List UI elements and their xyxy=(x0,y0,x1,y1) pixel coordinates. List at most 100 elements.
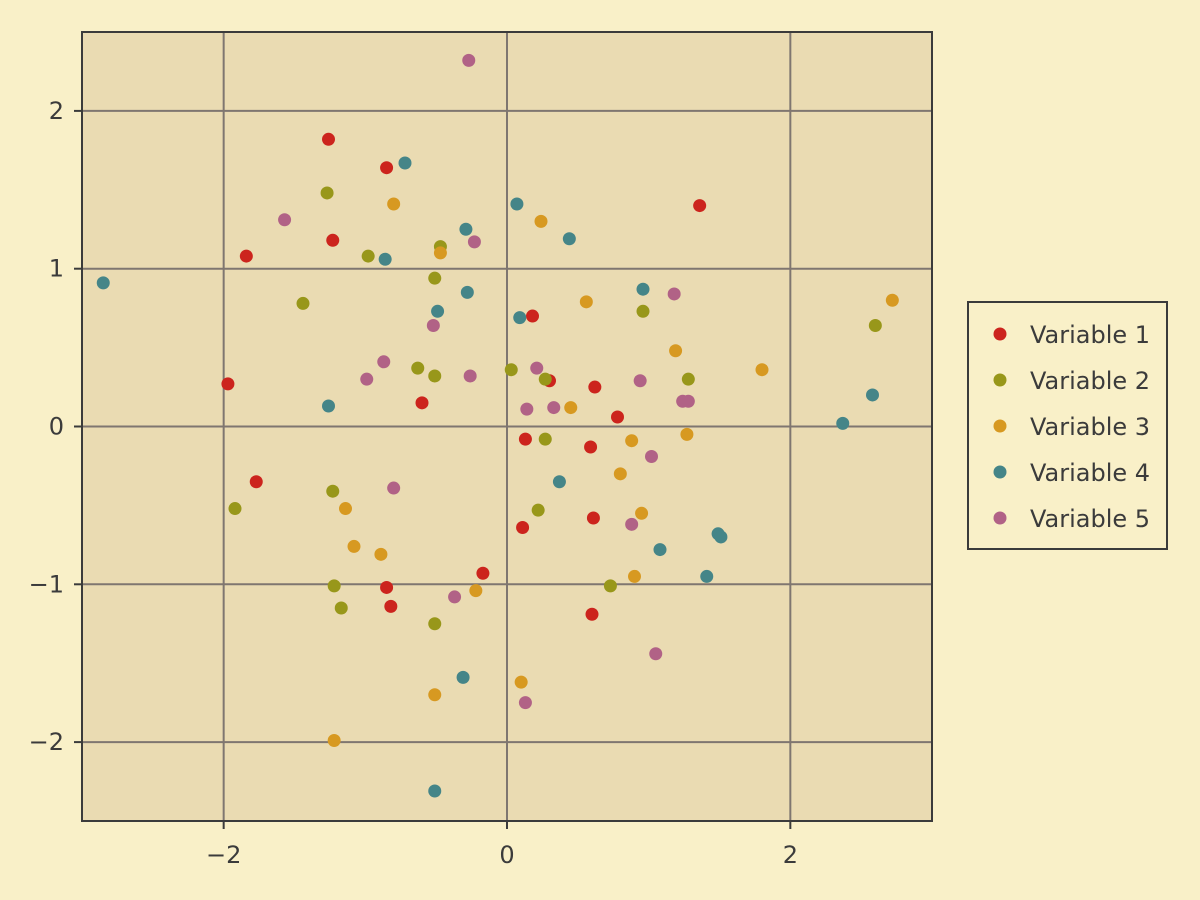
data-point xyxy=(398,156,412,170)
data-point xyxy=(380,161,394,175)
x-tick-label: 0 xyxy=(499,841,514,869)
data-point xyxy=(513,311,527,325)
data-point xyxy=(538,432,552,446)
data-point xyxy=(387,481,401,495)
data-point xyxy=(322,399,335,413)
data-point xyxy=(538,372,552,386)
data-point xyxy=(613,467,627,481)
data-point xyxy=(467,235,481,249)
data-point xyxy=(885,293,899,307)
legend: Variable 1 Variable 2 Variable 3 Variable 4… xyxy=(967,301,1168,550)
data-point xyxy=(653,543,667,557)
data-point xyxy=(588,380,602,394)
data-point xyxy=(361,249,375,263)
legend-label: Variable 4 xyxy=(1030,459,1150,487)
data-point xyxy=(514,675,528,689)
data-point xyxy=(562,232,576,246)
y-tick-label: 1 xyxy=(49,255,64,283)
data-point xyxy=(700,569,714,583)
data-point xyxy=(520,402,534,416)
series-5 xyxy=(278,53,695,710)
data-point xyxy=(326,233,340,247)
data-point xyxy=(339,502,352,516)
legend-label: Variable 1 xyxy=(1030,321,1150,349)
legend-item: Variable 3 xyxy=(993,413,1150,441)
data-point xyxy=(322,132,335,146)
data-point xyxy=(636,282,650,296)
legend-item: Variable 1 xyxy=(993,321,1150,349)
data-point xyxy=(460,285,474,299)
data-point xyxy=(320,186,334,200)
data-point xyxy=(384,599,398,613)
legend-marker xyxy=(993,327,1007,341)
legend-marker xyxy=(993,511,1007,525)
data-point xyxy=(462,53,476,67)
data-point xyxy=(327,734,341,748)
data-point xyxy=(625,434,639,448)
legend-label: Variable 2 xyxy=(1030,367,1150,395)
legend-marker xyxy=(993,419,1007,433)
data-point xyxy=(504,363,518,377)
data-point xyxy=(667,287,681,301)
data-point xyxy=(636,304,650,318)
x-axis: −2 0 2 xyxy=(206,821,798,869)
data-point xyxy=(411,361,425,375)
data-point xyxy=(534,214,548,228)
data-point xyxy=(628,569,641,583)
data-point xyxy=(526,309,539,323)
data-point xyxy=(649,647,663,661)
data-point xyxy=(530,361,544,375)
data-point xyxy=(221,377,235,391)
series-3 xyxy=(327,197,899,748)
data-point xyxy=(428,271,442,285)
data-point xyxy=(428,369,442,383)
data-point xyxy=(476,566,490,580)
data-point xyxy=(633,374,647,388)
data-point xyxy=(347,539,361,553)
data-point xyxy=(249,475,263,489)
data-point xyxy=(868,319,882,333)
grid-lines xyxy=(82,32,932,821)
data-point xyxy=(433,246,447,260)
data-point xyxy=(96,276,110,290)
data-point xyxy=(552,475,566,489)
data-point xyxy=(448,590,462,604)
data-point xyxy=(228,502,242,516)
data-point xyxy=(585,607,599,621)
data-point xyxy=(428,617,442,631)
legend-item: Variable 4 xyxy=(993,459,1150,487)
data-point xyxy=(456,670,470,684)
data-point xyxy=(387,197,401,211)
data-point xyxy=(547,401,561,415)
data-point xyxy=(693,199,707,213)
series-2 xyxy=(228,186,882,631)
data-point xyxy=(327,579,341,593)
data-point xyxy=(377,355,391,369)
data-point xyxy=(278,213,292,227)
data-point xyxy=(625,517,639,531)
data-point xyxy=(380,580,394,594)
data-point xyxy=(669,344,683,358)
y-tick-label: −1 xyxy=(29,570,64,598)
data-point xyxy=(296,296,310,310)
x-tick-label: −2 xyxy=(206,841,241,869)
data-point xyxy=(469,584,483,598)
legend-item: Variable 2 xyxy=(993,367,1150,395)
data-point xyxy=(586,511,600,525)
data-point xyxy=(584,440,598,454)
legend-label: Variable 5 xyxy=(1030,505,1150,533)
data-point xyxy=(374,547,388,561)
y-tick-label: −2 xyxy=(29,728,64,756)
data-point xyxy=(635,506,649,520)
data-point xyxy=(714,530,728,544)
data-point xyxy=(564,401,578,415)
data-point xyxy=(415,396,429,410)
y-tick-label: 0 xyxy=(49,413,64,441)
data-point xyxy=(428,688,442,702)
legend-marker xyxy=(993,373,1007,387)
data-point xyxy=(836,416,850,430)
data-point xyxy=(326,484,340,498)
data-point xyxy=(866,388,879,402)
legend-marker xyxy=(993,465,1007,479)
